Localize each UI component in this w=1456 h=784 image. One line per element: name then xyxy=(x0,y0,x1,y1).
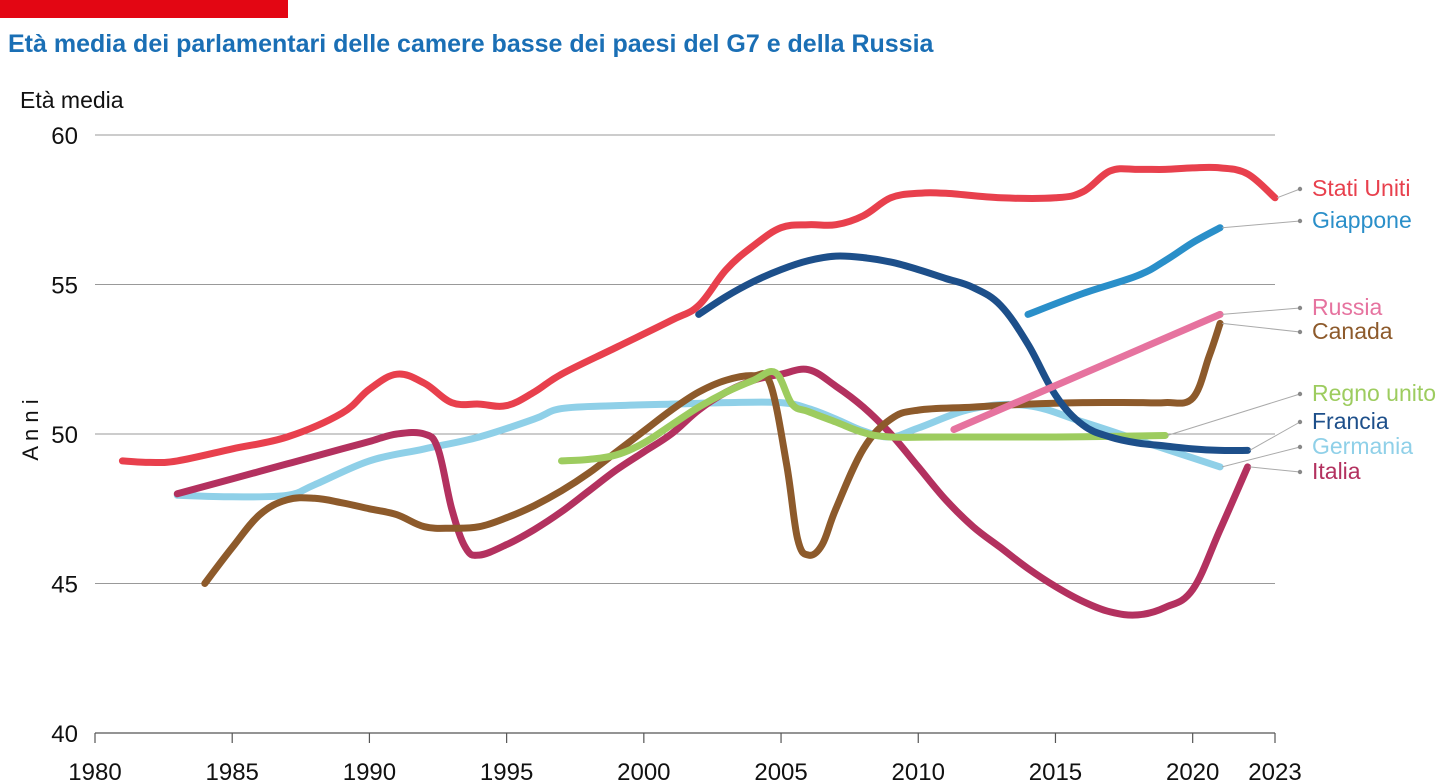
leader-line-germania xyxy=(1221,446,1301,468)
leader-line-stati-uniti xyxy=(1276,188,1301,199)
leader-line-francia xyxy=(1249,421,1301,451)
leader-dot xyxy=(1297,469,1303,475)
y-tick-label: 45 xyxy=(51,572,78,599)
leader-dot xyxy=(1297,419,1303,425)
gridlines xyxy=(95,134,1275,584)
leader-dot xyxy=(1297,305,1303,311)
series-line-francia xyxy=(695,252,1252,455)
x-tick-label: 2023 xyxy=(1248,759,1301,784)
leader-dot xyxy=(1297,186,1303,192)
y-tick-label: 60 xyxy=(51,123,78,150)
leader-line-italia xyxy=(1249,466,1301,473)
leader-line-giappone xyxy=(1222,220,1301,229)
y-axis-side-label: A n n i xyxy=(18,399,43,460)
y-tick-label: 50 xyxy=(51,422,78,449)
leader-dot xyxy=(1297,329,1303,335)
y-tick-label: 40 xyxy=(51,721,78,748)
x-tick-label: 2005 xyxy=(754,759,807,784)
chart-title: Età media dei parlamentari delle camere … xyxy=(8,30,934,58)
leader-line-canada xyxy=(1222,322,1301,333)
leader-line-regno-unito xyxy=(1167,393,1301,436)
y-axis-title: Età media xyxy=(20,87,124,113)
series-label-regno-unito: Regno unito xyxy=(1312,380,1436,406)
series-line-canada xyxy=(201,319,1224,587)
x-tick-label: 2000 xyxy=(617,759,670,784)
series-label-italia: Italia xyxy=(1312,458,1361,484)
x-tick-label: 1985 xyxy=(206,759,259,784)
series-label-francia: Francia xyxy=(1312,408,1389,434)
axes: 40 45 50 55 60 1980 1985 1990 1995 2000 2005 2010 20… xyxy=(51,123,1301,784)
series-label-canada: Canada xyxy=(1312,318,1393,344)
leader-line-russia xyxy=(1222,307,1301,315)
series-line-stati-uniti xyxy=(118,163,1279,467)
leader-dot xyxy=(1297,391,1303,397)
series-line-regno-unito xyxy=(558,368,1169,465)
series-lines xyxy=(118,163,1279,619)
x-tick-label: 2010 xyxy=(892,759,945,784)
y-tick-label: 55 xyxy=(51,273,78,300)
x-tick-label: 1980 xyxy=(68,759,121,784)
x-tick-label: 1990 xyxy=(343,759,396,784)
series-line-giappone xyxy=(1024,224,1224,318)
x-tick-label: 2015 xyxy=(1029,759,1082,784)
leader-dot xyxy=(1297,444,1303,450)
accent-bar xyxy=(0,0,288,18)
series-label-germania: Germania xyxy=(1312,433,1413,459)
leader-dot xyxy=(1297,218,1303,224)
series-line-russia xyxy=(950,310,1224,433)
series-label-stati-uniti: Stati Uniti xyxy=(1312,175,1410,201)
x-tick-label: 2020 xyxy=(1166,759,1219,784)
x-tick-label: 1995 xyxy=(480,759,533,784)
series-label-giappone: Giappone xyxy=(1312,207,1412,233)
series-label-russia: Russia xyxy=(1312,294,1383,320)
